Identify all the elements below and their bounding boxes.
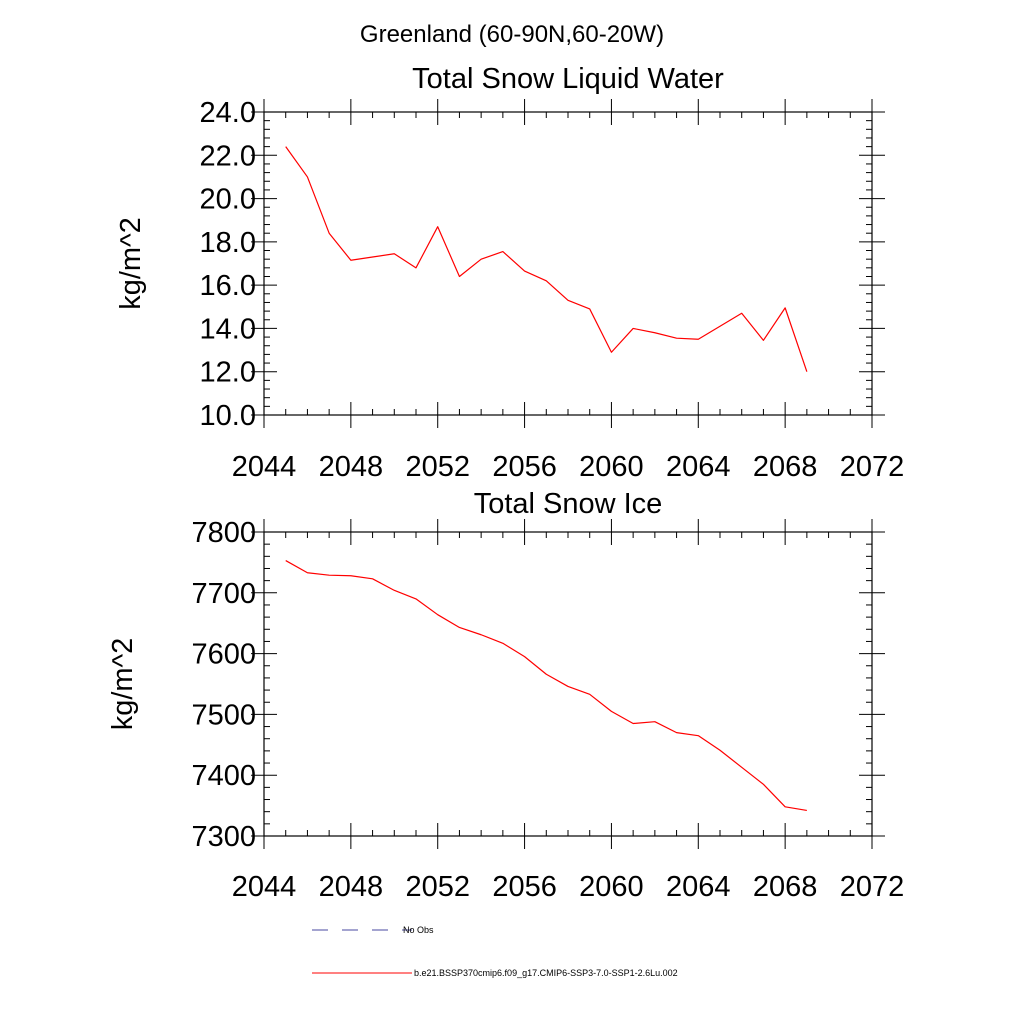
y-tick-label: 22.0 <box>200 140 256 172</box>
chart-panel-1: Total Snow Liquid Water kg/m^2 2044 2048 205… <box>115 63 904 483</box>
y-tick-label: 18.0 <box>200 227 256 259</box>
x-tick-label: 2044 <box>232 871 297 903</box>
plot-frame <box>263 111 873 416</box>
figure-title: Greenland (60-90N,60-20W) <box>360 21 664 48</box>
y-tick-label: 16.0 <box>200 270 256 302</box>
legend-label: b.e21.BSSP370cmip6.f09_g17.CMIP6-SSP3-7.… <box>414 968 678 978</box>
x-tick-label: 2056 <box>492 451 557 483</box>
x-tick-label: 2064 <box>666 871 731 903</box>
y-tick-label: 24.0 <box>200 97 256 129</box>
y-tick-label: 10.0 <box>200 400 256 432</box>
legend-label: No Obs <box>403 925 434 935</box>
x-tick-label: 2052 <box>405 871 470 903</box>
series-line-1 <box>285 560 807 812</box>
x-tick-label: 2068 <box>753 871 818 903</box>
y-axis-label: kg/m^2 <box>107 638 139 731</box>
x-tick-label: 2060 <box>579 871 644 903</box>
x-tick-label: 2064 <box>666 451 731 483</box>
series-line-1 <box>285 146 808 372</box>
chart-title: Total Snow Liquid Water <box>412 63 724 95</box>
y-tick-label: 7400 <box>191 760 256 792</box>
y-tick-label: 7600 <box>191 639 256 671</box>
x-tick-label: 2048 <box>319 451 384 483</box>
x-tick-label: 2068 <box>753 451 818 483</box>
y-tick-label: 20.0 <box>200 184 256 216</box>
y-tick-label: 7700 <box>191 578 256 610</box>
y-tick-label: 14.0 <box>200 313 256 345</box>
legend-item-2: b.e21.BSSP370cmip6.f09_g17.CMIP6-SSP3-7.… <box>312 968 678 978</box>
x-tick-label: 2048 <box>319 871 384 903</box>
y-axis-label: kg/m^2 <box>115 217 147 310</box>
legend: No Obs b.e21.BSSP370cmip6.f09_g17.CMIP6-S… <box>312 925 678 978</box>
x-tick-label: 2072 <box>840 871 905 903</box>
legend-item-1: No Obs <box>312 925 434 935</box>
chart-title: Total Snow Ice <box>474 488 663 520</box>
x-tick-label: 2072 <box>840 451 905 483</box>
chart-panel-2: Total Snow Ice kg/m^2 2044 2048 2052 2056 2060… <box>107 488 904 903</box>
y-tick-label: 7300 <box>191 821 256 853</box>
y-tick-label: 7500 <box>191 699 256 731</box>
x-tick-label: 2052 <box>405 451 470 483</box>
y-tick-label: 7800 <box>191 517 256 549</box>
x-tick-label: 2044 <box>232 451 297 483</box>
x-tick-label: 2056 <box>492 871 557 903</box>
plot-frame <box>263 531 873 837</box>
y-tick-label: 12.0 <box>200 357 256 389</box>
x-tick-label: 2060 <box>579 451 644 483</box>
